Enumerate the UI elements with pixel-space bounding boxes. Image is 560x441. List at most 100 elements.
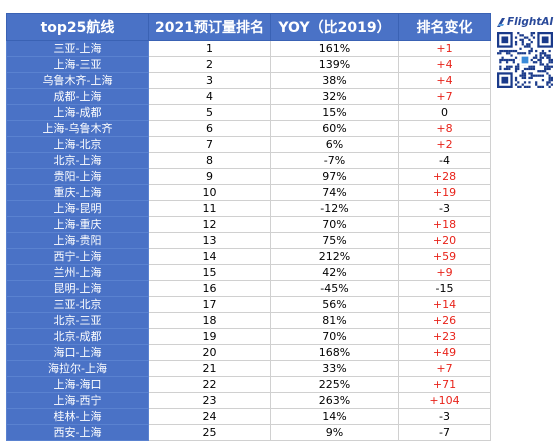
yoy-cell: 56% [270,296,399,313]
rank-cell: 7 [148,136,271,153]
route-cell: 上海-西宁 [6,392,149,409]
route-cell: 海口-上海 [6,344,149,361]
rank-change-cell: +49 [398,344,491,361]
rank-cell: 6 [148,120,271,137]
rank-cell: 23 [148,392,271,409]
yoy-cell: 74% [270,184,399,201]
rank-cell: 8 [148,152,271,169]
rank-change-cell: +71 [398,376,491,393]
yoy-cell: 212% [270,248,399,265]
table-row: 上海-成都 5 15% 0 [6,104,491,121]
rank-change-cell: +19 [398,184,491,201]
route-cell: 兰州-上海 [6,264,149,281]
rank-change-cell: -3 [398,200,491,217]
route-cell: 上海-乌鲁木齐 [6,120,149,137]
rank-change-cell: +4 [398,72,491,89]
rank-cell: 17 [148,296,271,313]
rank-cell: 16 [148,280,271,297]
table-row: 成都-上海 4 32% +7 [6,88,491,105]
yoy-cell: 70% [270,216,399,233]
table-row: 上海-贵阳 13 75% +20 [6,232,491,249]
rank-cell: 10 [148,184,271,201]
yoy-cell: 15% [270,104,399,121]
table-row: 三亚-上海 1 161% +1 [6,40,491,57]
rank-cell: 20 [148,344,271,361]
rank-cell: 15 [148,264,271,281]
rank-cell: 12 [148,216,271,233]
route-cell: 上海-三亚 [6,56,149,73]
table-row: 上海-乌鲁木齐 6 60% +8 [6,120,491,137]
route-cell: 上海-北京 [6,136,149,153]
route-cell: 贵阳-上海 [6,168,149,185]
route-cell: 北京-上海 [6,152,149,169]
rank-change-cell: +23 [398,328,491,345]
rank-cell: 9 [148,168,271,185]
rank-cell: 19 [148,328,271,345]
yoy-cell: 32% [270,88,399,105]
rank-change-cell: +104 [398,392,491,409]
table-row: 上海-三亚 2 139% +4 [6,56,491,73]
rank-cell: 22 [148,376,271,393]
table-row: 兰州-上海 15 42% +9 [6,264,491,281]
rank-change-cell: +26 [398,312,491,329]
route-cell: 桂林-上海 [6,408,149,425]
table-row: 北京-三亚 18 81% +26 [6,312,491,329]
yoy-cell: 263% [270,392,399,409]
rank-change-cell: +59 [398,248,491,265]
yoy-cell: 33% [270,360,399,377]
table-row: 海拉尔-上海 21 33% +7 [6,360,491,377]
rank-change-cell: +2 [398,136,491,153]
rank-change-cell: +4 [398,56,491,73]
ranking-table-container: top25航线 2021预订量排名 YOY（比2019） 排名变化 三亚-上海 1… [6,13,491,441]
flightai-logo-icon [497,17,505,27]
rank-cell: 3 [148,72,271,89]
table-row: 重庆-上海 10 74% +19 [6,184,491,201]
rank-change-cell: -3 [398,408,491,425]
yoy-cell: 14% [270,408,399,425]
yoy-cell: -45% [270,280,399,297]
rank-cell: 1 [148,40,271,57]
rank-cell: 18 [148,312,271,329]
rank-cell: 24 [148,408,271,425]
yoy-cell: 225% [270,376,399,393]
yoy-cell: 75% [270,232,399,249]
table-row: 海口-上海 20 168% +49 [6,344,491,361]
route-cell: 上海-贵阳 [6,232,149,249]
route-cell: 重庆-上海 [6,184,149,201]
table-row: 贵阳-上海 9 97% +28 [6,168,491,185]
yoy-cell: 161% [270,40,399,57]
route-cell: 上海-昆明 [6,200,149,217]
header-rank-change: 排名变化 [398,13,491,41]
table-row: 乌鲁木齐-上海 3 38% +4 [6,72,491,89]
route-cell: 北京-成都 [6,328,149,345]
rank-change-cell: +1 [398,40,491,57]
rank-change-cell: +7 [398,88,491,105]
rank-cell: 2 [148,56,271,73]
table-row: 三亚-北京 17 56% +14 [6,296,491,313]
table-body: 三亚-上海 1 161% +1 上海-三亚 2 139% +4 乌鲁木齐-上海 3 38% +4 成都-… [6,40,491,441]
rank-cell: 13 [148,232,271,249]
rank-cell: 14 [148,248,271,265]
table-header-row: top25航线 2021预订量排名 YOY（比2019） 排名变化 [6,13,491,41]
header-rank-2021: 2021预订量排名 [148,13,271,41]
rank-cell: 21 [148,360,271,377]
route-cell: 三亚-北京 [6,296,149,313]
route-cell: 成都-上海 [6,88,149,105]
yoy-cell: 97% [270,168,399,185]
rank-change-cell: +14 [398,296,491,313]
yoy-cell: 6% [270,136,399,153]
rank-change-cell: +8 [398,120,491,137]
brand-block: FlightAI [497,16,557,88]
table-row: 上海-重庆 12 70% +18 [6,216,491,233]
route-cell: 上海-重庆 [6,216,149,233]
rank-change-cell: +9 [398,264,491,281]
yoy-cell: -12% [270,200,399,217]
flightai-logo: FlightAI [497,16,557,28]
rank-cell: 5 [148,104,271,121]
route-cell: 三亚-上海 [6,40,149,57]
yoy-cell: 70% [270,328,399,345]
yoy-cell: 168% [270,344,399,361]
yoy-cell: 42% [270,264,399,281]
rank-cell: 4 [148,88,271,105]
rank-change-cell: +18 [398,216,491,233]
